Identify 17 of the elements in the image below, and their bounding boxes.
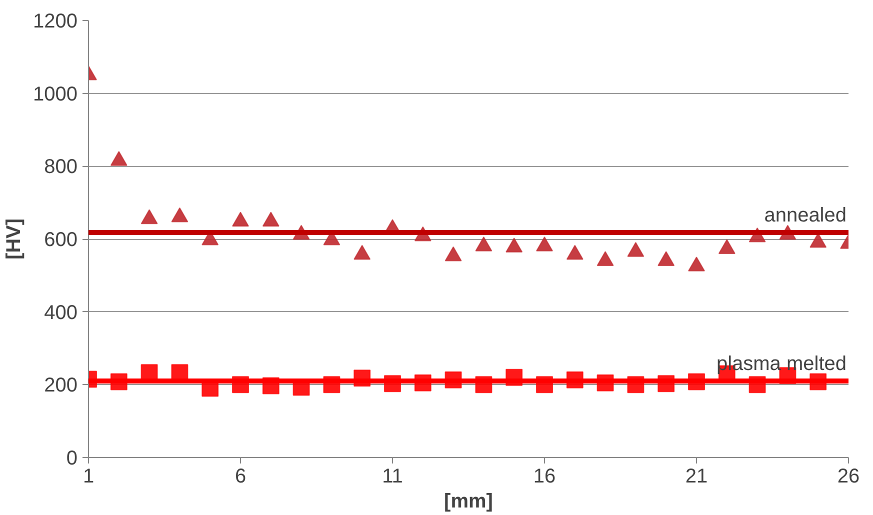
x-tick-label: 11 xyxy=(382,466,403,488)
y-axis-title: [HV] xyxy=(3,218,26,260)
ref-line-label: annealed xyxy=(764,204,847,226)
y-tick-label: 1200 xyxy=(33,10,78,32)
ref-line-label: plasma melted xyxy=(716,353,847,376)
x-tick-label: 26 xyxy=(837,466,860,488)
x-tick-label: 16 xyxy=(533,466,556,488)
y-tick-label: 800 xyxy=(44,156,78,178)
y-tick-label: 200 xyxy=(44,374,78,397)
y-tick-label: 1000 xyxy=(33,83,78,106)
x-tick-label: 21 xyxy=(685,466,708,488)
y-tick-label: 400 xyxy=(44,302,78,324)
y-tick-label: 600 xyxy=(44,229,78,251)
y-tick-label: 0 xyxy=(66,448,78,470)
x-tick-label: 1 xyxy=(82,466,94,488)
x-axis-title: [mm] xyxy=(444,490,493,512)
x-tick-label: 6 xyxy=(234,466,246,488)
